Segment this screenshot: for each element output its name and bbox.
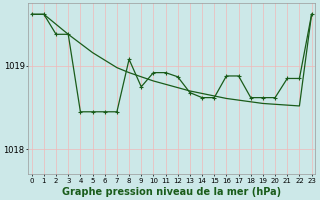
X-axis label: Graphe pression niveau de la mer (hPa): Graphe pression niveau de la mer (hPa) <box>62 187 281 197</box>
